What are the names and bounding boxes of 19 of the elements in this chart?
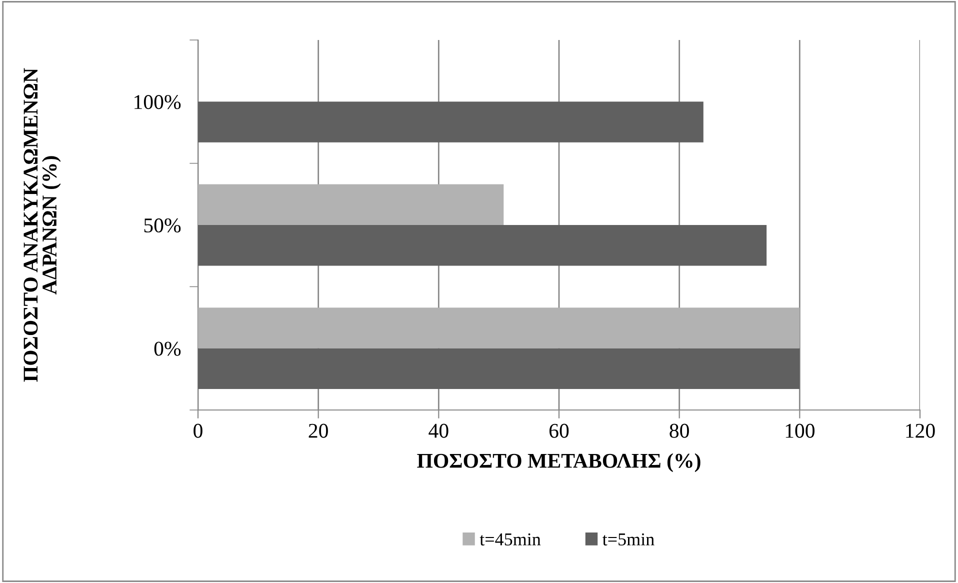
x-tick-label: 60: [549, 424, 569, 438]
x-tick-label: 120: [906, 424, 935, 438]
legend-label: t=5min: [602, 533, 654, 546]
y-tick-label: 50%: [144, 218, 181, 232]
x-tick-label: 80: [670, 424, 689, 438]
bar: [198, 308, 800, 348]
x-tick-label: 0: [194, 424, 202, 438]
y-tick-label: 0%: [154, 342, 181, 356]
legend-label: t=45min: [480, 533, 541, 546]
bar: [198, 184, 504, 225]
bar: [198, 225, 767, 266]
bar: [198, 348, 800, 390]
x-axis-title: ΠΟΣΟΣΤΟ ΜΕΤΑΒΟΛΗΣ (%): [417, 453, 700, 472]
x-tick-label: 40: [428, 424, 448, 438]
bar: [198, 102, 704, 142]
x-tick-label: 20: [308, 424, 328, 438]
y-tick-label: 100%: [134, 95, 181, 110]
y-axis-title: ΠΟΣΟΣΤΟ ΑΝΑΚΥΚΛΩΜΕΝΩΝ ΑΔΡΑΝΩΝ (%): [24, 68, 61, 382]
x-tick-label: 100: [786, 424, 814, 438]
